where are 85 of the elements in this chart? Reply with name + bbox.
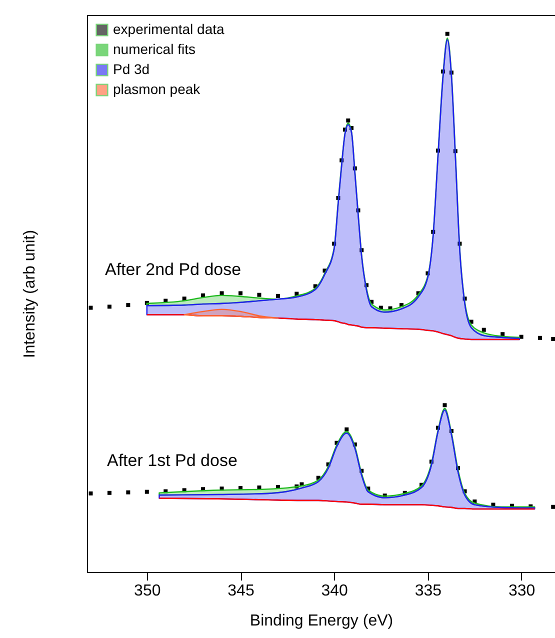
point (107, 304, 112, 309)
point (313, 284, 318, 288)
point (352, 442, 357, 446)
point (201, 293, 206, 298)
point (538, 336, 542, 340)
point (436, 426, 440, 430)
point (472, 500, 477, 504)
point (350, 126, 354, 130)
point (416, 291, 420, 296)
point (126, 490, 130, 494)
point (336, 196, 340, 200)
point (551, 336, 555, 341)
x-tick-label: 350 (134, 582, 161, 600)
point (107, 490, 112, 495)
x-tick-label: 335 (414, 582, 442, 600)
point (201, 487, 206, 492)
point (462, 489, 467, 494)
point (344, 427, 349, 432)
point (482, 328, 486, 332)
point (326, 462, 330, 466)
point (88, 491, 93, 496)
y-axis-title: Intensity (arb unit) (22, 230, 38, 358)
point (500, 332, 505, 336)
point (182, 296, 186, 301)
annotation: After 2nd Pd dose (105, 260, 242, 279)
point (382, 494, 387, 498)
point (426, 271, 430, 276)
point (469, 320, 474, 324)
point (449, 429, 454, 433)
point (360, 248, 364, 252)
point (402, 490, 407, 495)
point (220, 291, 224, 296)
point (257, 292, 262, 297)
point (356, 208, 360, 212)
point (458, 242, 462, 246)
point (88, 306, 93, 310)
point (366, 486, 370, 491)
x-tick-label: 330 (508, 582, 536, 600)
annotation: After 1st Pd dose (107, 451, 238, 470)
legend-label: numerical fits (113, 41, 196, 57)
point (164, 489, 168, 494)
point (431, 230, 436, 234)
point (340, 158, 344, 162)
point (519, 334, 524, 339)
point (399, 303, 404, 308)
point (294, 292, 299, 296)
point (276, 484, 280, 489)
point (420, 482, 424, 487)
point (238, 291, 243, 296)
point (342, 128, 347, 132)
point (360, 468, 364, 473)
point (429, 460, 434, 464)
point (322, 268, 327, 273)
point (182, 488, 186, 492)
point (276, 294, 280, 298)
point (126, 303, 130, 308)
point (456, 466, 460, 470)
point (453, 149, 458, 154)
point (294, 484, 299, 488)
legend-label: Pd 3d (113, 61, 150, 77)
point (442, 403, 447, 408)
point (300, 482, 304, 486)
point (220, 486, 224, 491)
point (144, 490, 149, 494)
point (370, 300, 374, 304)
x-axis-title: Binding Energy (eV) (250, 612, 394, 630)
point (332, 242, 336, 246)
legend-label: plasmon peak (113, 81, 202, 97)
point (144, 300, 149, 305)
point (378, 306, 383, 310)
point (462, 296, 467, 301)
point (449, 70, 454, 75)
point (334, 440, 339, 445)
point (364, 283, 368, 288)
legend-label: experimental data (113, 21, 225, 37)
point (436, 148, 440, 153)
point (388, 306, 392, 310)
point (316, 476, 320, 480)
point (445, 32, 450, 36)
point (441, 70, 446, 74)
point (346, 118, 350, 122)
x-tick-label: 340 (321, 582, 348, 600)
point (551, 504, 555, 509)
x-tick-label: 345 (228, 582, 254, 600)
point (352, 166, 357, 170)
